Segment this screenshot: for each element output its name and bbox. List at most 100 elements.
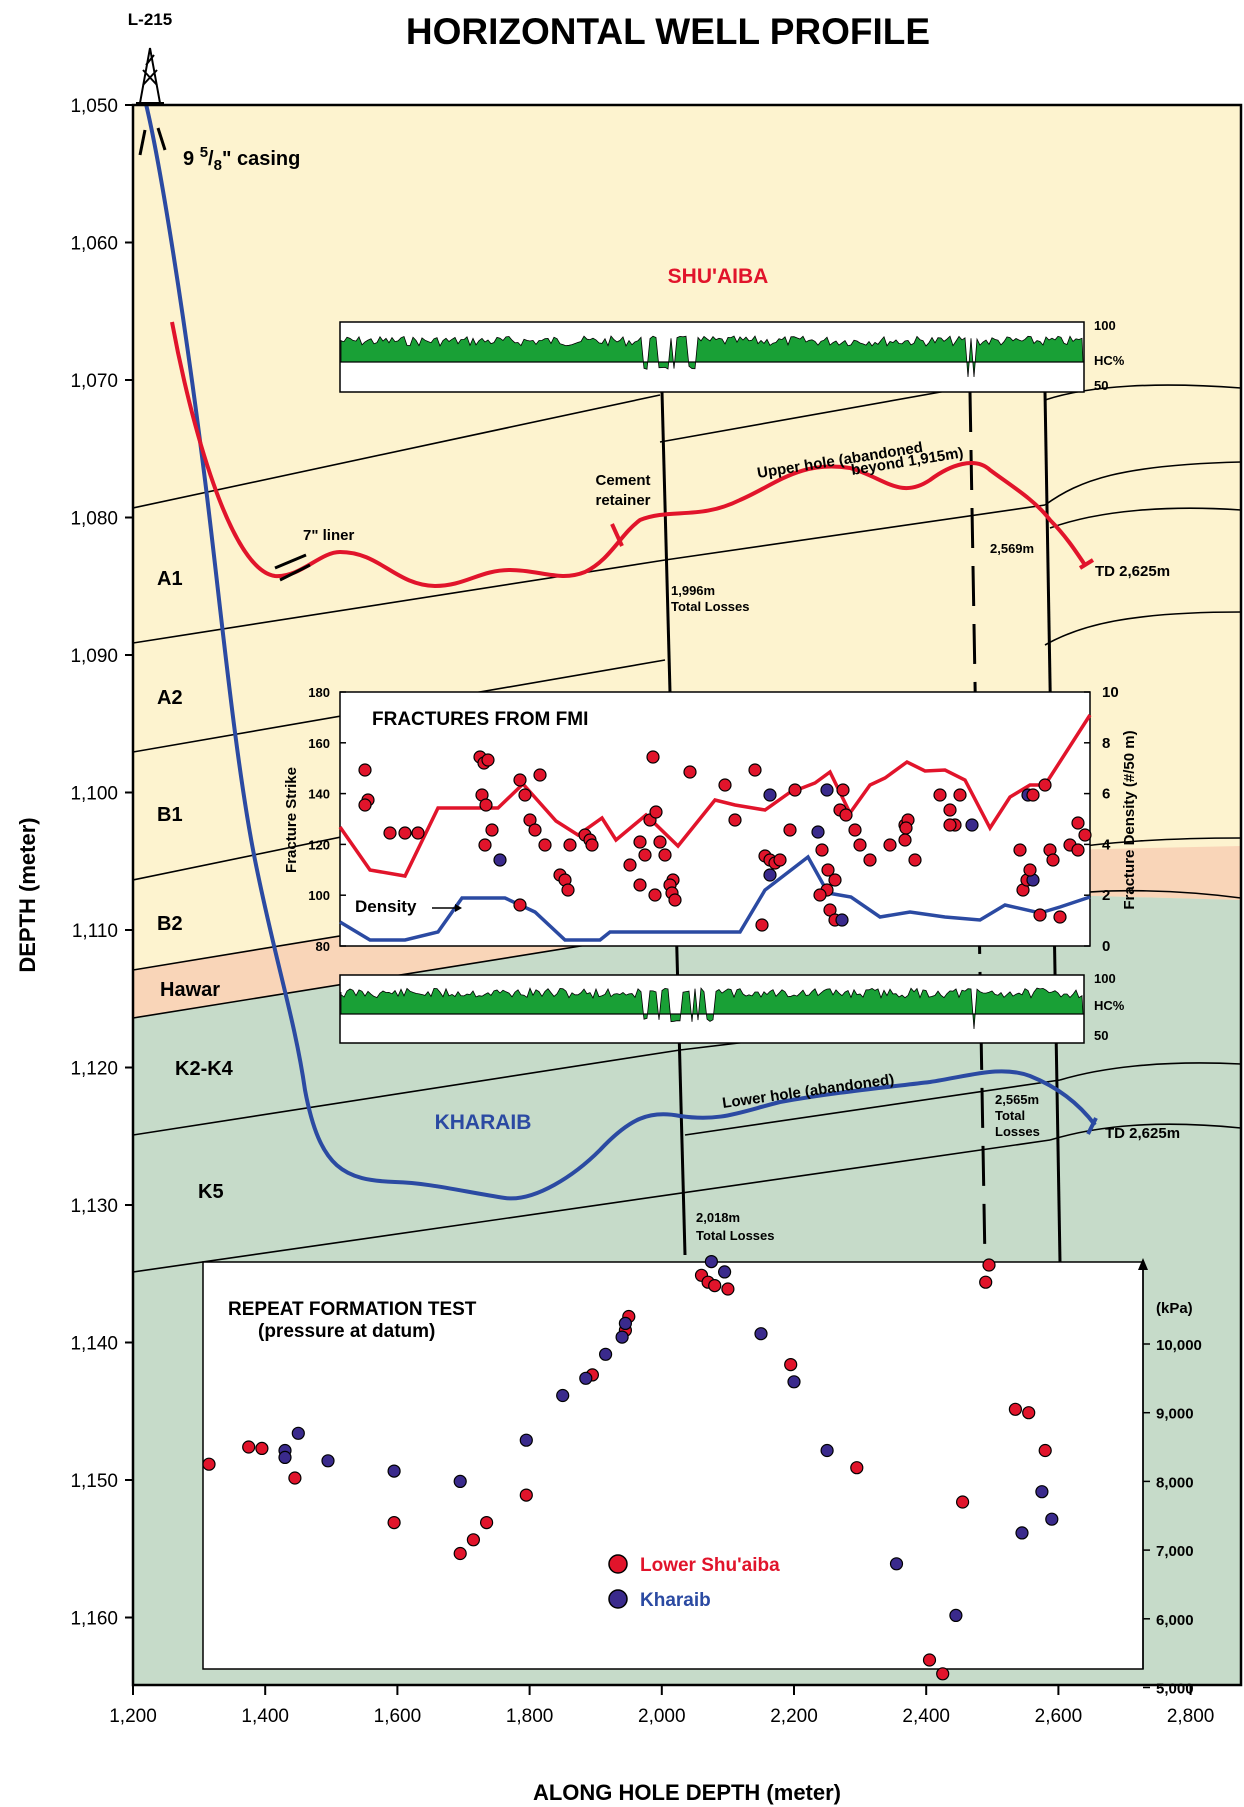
fracture-points (358, 750, 1092, 932)
rft-point-kharaib (1045, 1512, 1059, 1526)
layer-label-hawar: Hawar (160, 979, 220, 1001)
fracture-point-strike (358, 798, 372, 812)
rft-point-kharaib (1015, 1526, 1029, 1540)
rft-point-shuaiba (979, 1275, 993, 1289)
fracture-point-strike (828, 873, 842, 887)
rft-point-kharaib (820, 1443, 834, 1458)
rft-tick-label: 8,000 (1156, 1474, 1194, 1491)
density-tick-label: 6 (1102, 786, 1110, 803)
hc-log-lower-50: 50 (1094, 1028, 1108, 1043)
rft-point-shuaiba (1008, 1402, 1023, 1416)
rft-point-shuaiba (922, 1653, 937, 1667)
fracture-point-strike (1078, 828, 1092, 842)
fracture-point-strike (533, 768, 547, 782)
rft-point-kharaib (787, 1375, 801, 1389)
rft-point-shuaiba (288, 1471, 302, 1485)
layer-label-b1: B1 (157, 804, 183, 826)
x-tick-label: 1,200 (109, 1706, 157, 1727)
layer-label-a2: A2 (157, 687, 183, 709)
loss-1996-label-b: Total Losses (671, 599, 750, 614)
fracture-point-kharaib (493, 853, 507, 867)
svg-text:9 5/8" casing: 9 5/8" casing (183, 144, 300, 174)
rft-point-kharaib (754, 1327, 768, 1341)
fracture-point-strike (821, 863, 835, 877)
fracture-point-kharaib (820, 783, 834, 797)
derrick-icon (136, 47, 164, 104)
fracture-point-strike (773, 853, 787, 867)
strike-tick-label: 80 (316, 939, 330, 954)
layer-label-k5: K5 (198, 1181, 224, 1203)
y-tick-label: 1,070 (70, 371, 118, 392)
fracture-point-strike (561, 883, 575, 897)
strike-tick-label: 140 (308, 787, 330, 802)
fracture-density-label: Fracture Density (#/50 m) (1121, 730, 1138, 909)
fracture-point-strike (783, 823, 797, 837)
rft-point-kharaib (615, 1330, 629, 1344)
fracture-point-strike (839, 808, 853, 822)
rft-point-shuaiba (453, 1546, 467, 1561)
strike-tick-label: 120 (308, 837, 330, 852)
y-axis-ticks: 1,050 1,060 1,070 1,080 1,090 1,100 1,110 1,120… (70, 96, 133, 1630)
fracture-point-strike (563, 838, 577, 852)
rft-point-kharaib (704, 1254, 719, 1269)
fracture-point-strike (1071, 816, 1085, 830)
figure-title: HORIZONTAL WELL PROFILE (406, 11, 930, 52)
layer-label-b2: B2 (157, 913, 183, 935)
rft-point-kharaib (949, 1608, 963, 1623)
fracture-point-kharaib (835, 913, 849, 927)
density-tick-label: 2 (1102, 887, 1110, 904)
loss-2565-label-a: 2,565m (995, 1092, 1039, 1107)
rft-point-kharaib (278, 1450, 292, 1465)
density-tick-label: 8 (1102, 735, 1110, 752)
rft-point-shuaiba (1038, 1443, 1052, 1458)
fracture-point-strike (853, 838, 867, 852)
fracture-point-strike (358, 763, 372, 777)
hc-log-lower-100: 100 (1094, 971, 1116, 986)
rft-point-shuaiba (387, 1515, 401, 1530)
fracture-point-strike (513, 773, 527, 787)
layer-label-a1: A1 (157, 568, 183, 590)
layer-label-k2k4: K2-K4 (175, 1058, 234, 1080)
fracture-point-kharaib (763, 868, 777, 882)
fracture-point-strike (668, 893, 682, 907)
hc-log-lower-label: HC% (1094, 998, 1125, 1013)
rft-point-shuaiba (982, 1258, 996, 1272)
fracture-strike-label: Fracture Strike (283, 767, 300, 873)
fracture-point-strike (943, 818, 957, 832)
x-axis-label: ALONG HOLE DEPTH (meter) (533, 1780, 841, 1805)
rft-point-kharaib (453, 1474, 467, 1489)
fracture-point-strike (478, 838, 492, 852)
fracture-point-strike (479, 798, 493, 812)
fracture-strike-curve (338, 714, 1092, 878)
rft-point-shuaiba (466, 1533, 480, 1547)
rft-point-shuaiba (936, 1667, 950, 1681)
fracture-point-strike (585, 838, 599, 852)
rft-tick-label: 5,000 (1156, 1681, 1194, 1698)
x-tick-label: 2,200 (770, 1706, 818, 1727)
fracture-point-strike (633, 835, 647, 849)
x-tick-label: 1,800 (506, 1706, 554, 1727)
casing-marker (138, 127, 167, 156)
fracture-point-strike (648, 888, 662, 902)
main-wellbore (144, 105, 1097, 1201)
fracture-point-strike (718, 778, 732, 792)
loss-2018-label-a: 2,018m (696, 1210, 740, 1225)
y-tick-label: 1,050 (70, 96, 118, 117)
loss-2565-label-b: Total (995, 1108, 1025, 1123)
legend-shuaiba-marker (608, 1554, 628, 1574)
fracture-point-strike (836, 783, 850, 797)
rft-panel: REPEAT FORMATION TEST (pressure at datum… (202, 1254, 1202, 1698)
rft-tick-label: 9,000 (1156, 1406, 1194, 1423)
fracture-axis-ticks: 180 160 140 120 100 80 10 8 6 4 2 0 (308, 684, 1118, 955)
fracture-point-strike (528, 823, 542, 837)
fracture-point-strike (658, 848, 672, 862)
rft-point-kharaib (519, 1433, 533, 1447)
fracture-point-strike (513, 898, 527, 912)
rft-title-1: REPEAT FORMATION TEST (228, 1299, 477, 1320)
fracture-point-strike (953, 788, 967, 802)
fracture-point-strike (899, 821, 913, 835)
fracture-point-strike (1071, 843, 1085, 857)
rft-point-kharaib (717, 1265, 732, 1279)
rft-point-kharaib (321, 1454, 335, 1468)
